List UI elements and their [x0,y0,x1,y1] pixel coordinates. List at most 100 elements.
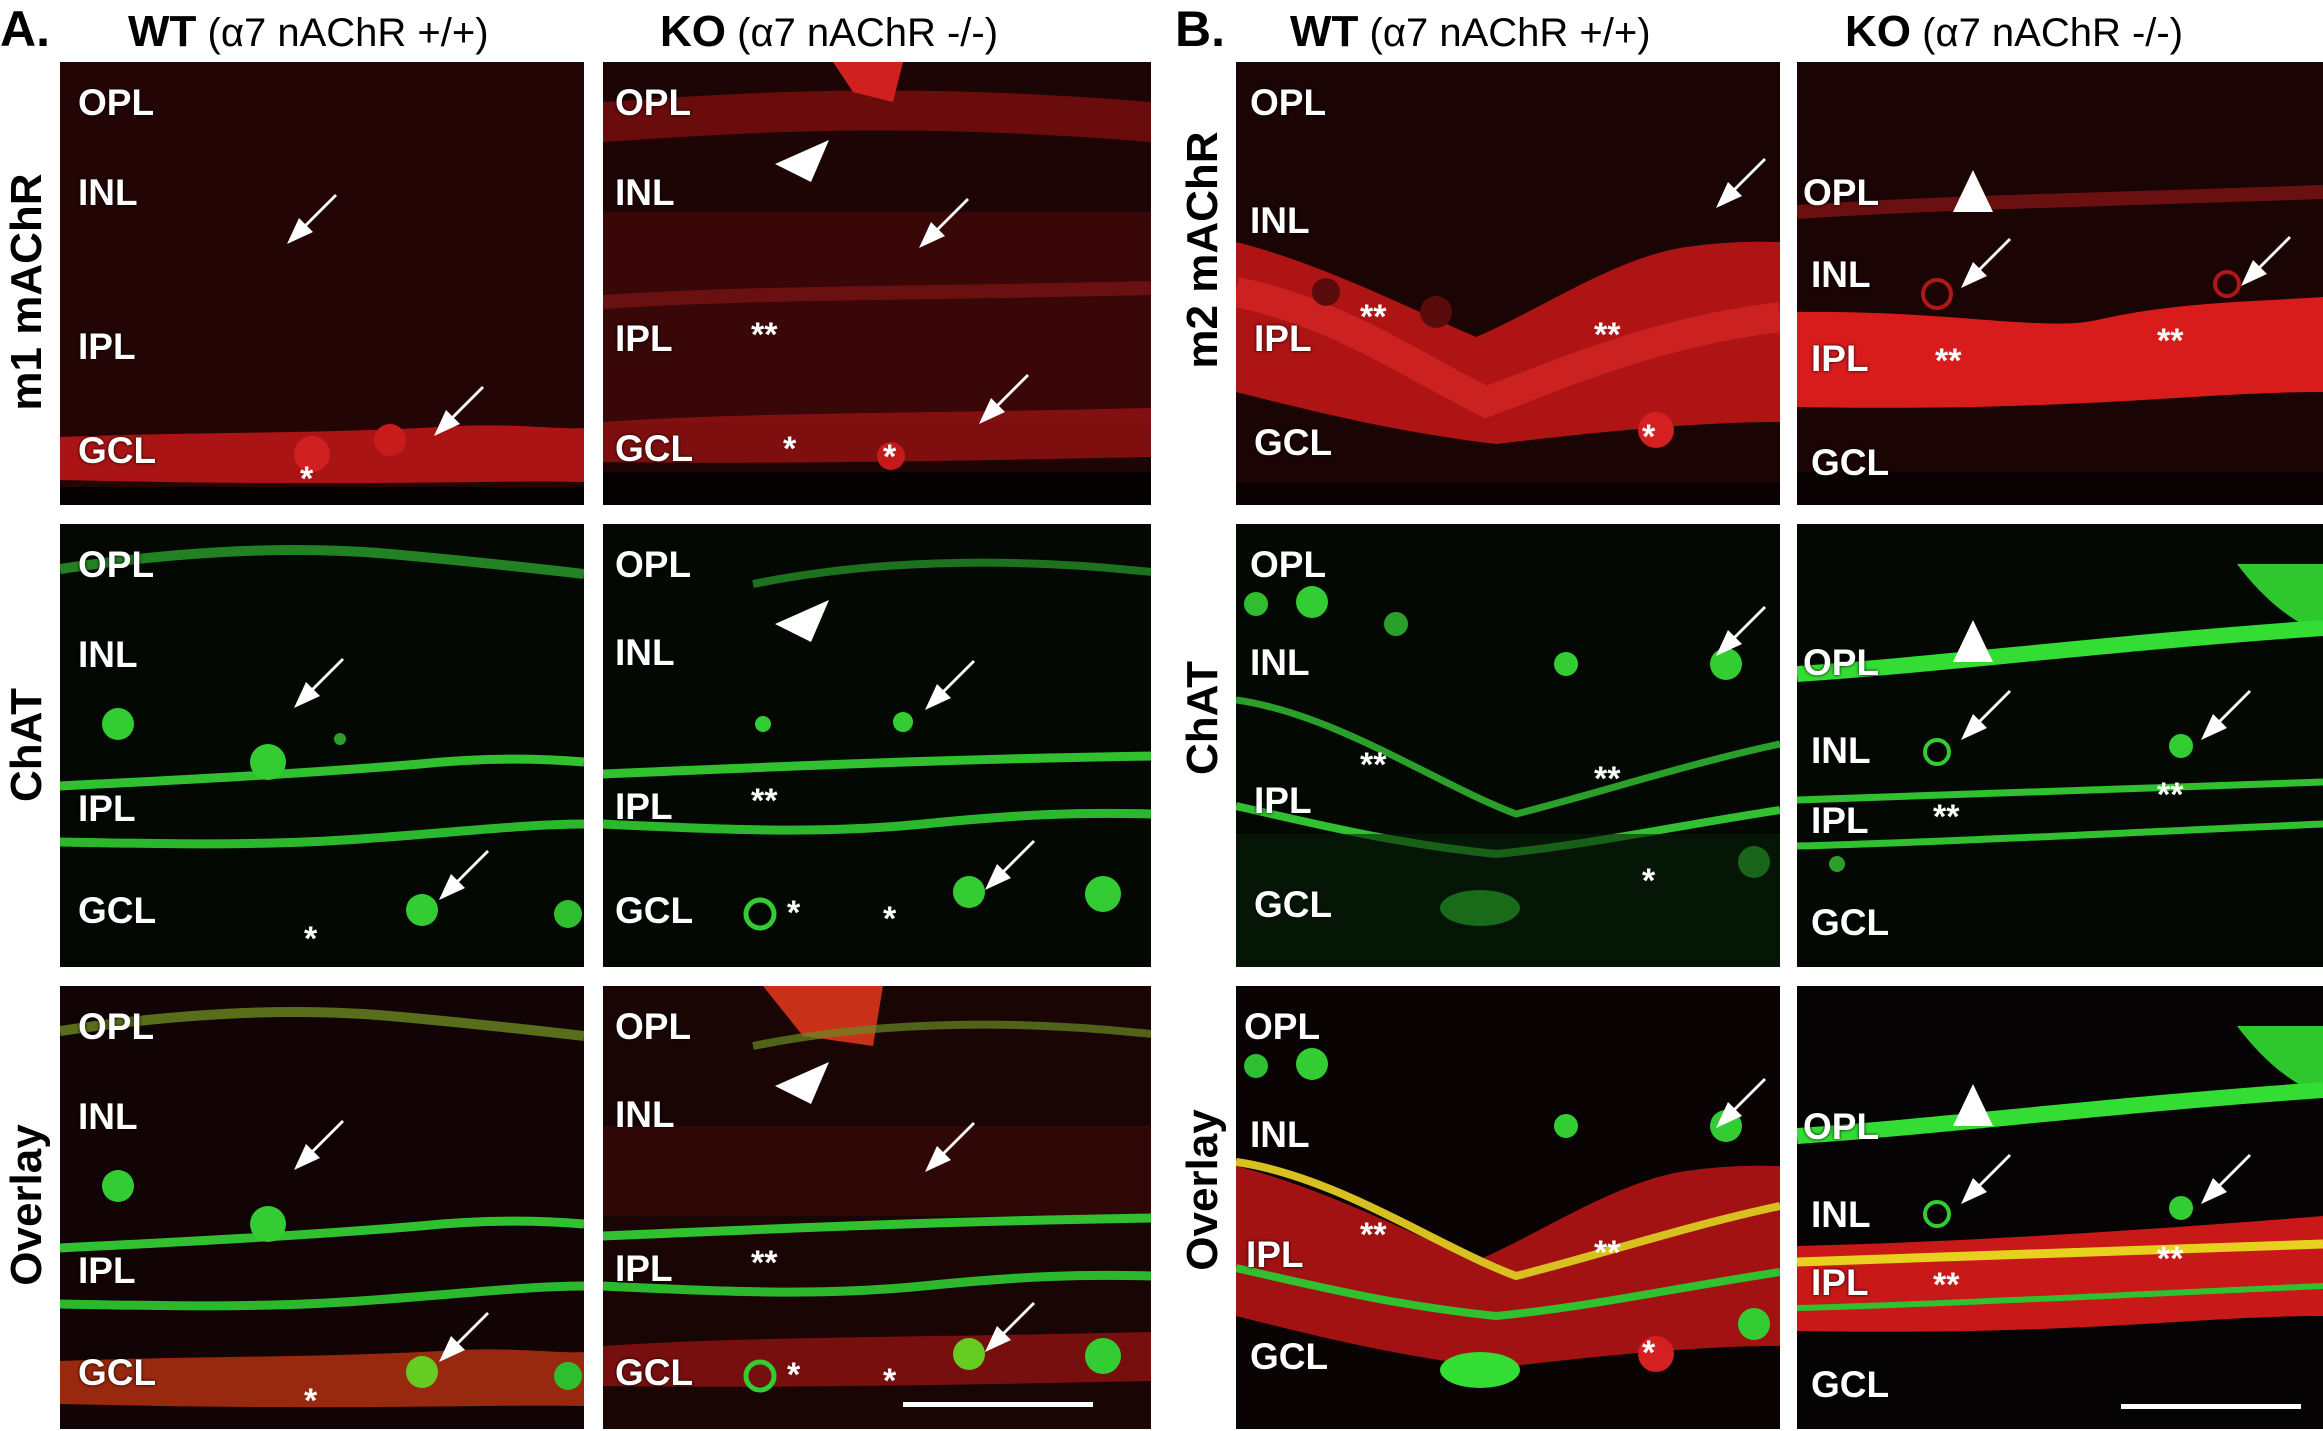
arrow-icon [439,1312,489,1362]
arrow-icon [925,1122,975,1172]
asterisk-marker: * [883,900,897,938]
layer-label-gcl: GCL [1811,442,1890,483]
layer-label-opl: OPL [1250,544,1327,585]
image-a-ko-chat: OPL INL IPL GCL ** * * [603,524,1151,967]
layer-label-opl: OPL [78,82,155,123]
row-label-a-overlay: Overlay [2,1124,51,1286]
arrowhead-icon [775,140,829,182]
layer-label-inl: INL [615,172,675,213]
genotype-label: WT [128,7,197,56]
double-asterisk-marker: ** [2157,1240,2184,1278]
arrow-icon [985,840,1035,890]
layer-label-inl: INL [78,172,138,213]
arrowhead-icon [775,1062,829,1104]
column-header-b-ko: KO (α7 nAChR -/-) [1845,10,2183,54]
layer-label-inl: INL [1250,642,1310,683]
arrow-icon [1961,1154,2011,1204]
image-a-wt-overlay: OPL INL IPL GCL * [60,986,584,1429]
layer-label-opl: OPL [78,544,155,585]
panel-letter-b: B. [1175,1,1225,57]
image-a-ko-m1: OPL INL IPL GCL ** * * [603,62,1151,505]
arrow-icon [2201,1154,2251,1204]
row-label-b-overlay: Overlay [1178,1109,1227,1271]
layer-label-opl: OPL [615,82,692,123]
double-asterisk-marker: ** [751,1244,778,1282]
double-asterisk-marker: ** [1594,760,1621,798]
image-a-wt-m1: OPL INL IPL GCL * [60,62,584,505]
layer-label-gcl: GCL [615,890,694,931]
layer-label-ipl: IPL [1811,1262,1869,1303]
layer-label-inl: INL [78,1096,138,1137]
arrow-icon [287,194,337,244]
layer-label-gcl: GCL [615,428,694,469]
image-a-wt-chat: OPL INL IPL GCL * [60,524,584,967]
layer-label-opl: OPL [1244,1006,1321,1047]
layer-label-inl: INL [615,1094,675,1135]
layer-label-ipl: IPL [615,1248,673,1289]
layer-label-inl: INL [78,634,138,675]
asterisk-marker: * [883,1362,897,1400]
arrow-icon [294,658,344,708]
layer-label-opl: OPL [615,1006,692,1047]
column-header-a-ko: KO (α7 nAChR -/-) [660,10,998,54]
scale-bar [2121,1404,2301,1409]
arrow-icon [439,850,489,900]
double-asterisk-marker: ** [751,782,778,820]
layer-label-opl: OPL [78,1006,155,1047]
column-header-b-wt: WT (α7 nAChR +/+) [1290,10,1651,54]
layer-label-gcl: GCL [615,1352,694,1393]
micrograph [603,524,1151,967]
layer-label-opl: OPL [1803,172,1880,213]
layer-label-opl: OPL [1803,1106,1880,1147]
layer-label-inl: INL [1250,200,1310,241]
layer-label-inl: INL [615,632,675,673]
row-label-a-m1: m1 mAChR [2,173,51,411]
micrograph [1797,986,2323,1429]
layer-label-opl: OPL [615,544,692,585]
arrowhead-icon [1953,1084,1993,1126]
asterisk-marker: * [783,430,797,468]
layer-label-gcl: GCL [1254,422,1333,463]
row-label-b-chat: ChAT [1178,660,1227,776]
double-asterisk-marker: ** [1935,342,1962,380]
arrow-icon [1961,238,2011,288]
image-b-ko-chat: OPL INL IPL GCL ** ** [1797,524,2323,967]
double-asterisk-marker: ** [1360,298,1387,336]
arrow-icon [434,386,484,436]
double-asterisk-marker: ** [1360,1216,1387,1254]
double-asterisk-marker: ** [1933,798,1960,836]
micrograph [1797,62,2323,505]
layer-label-ipl: IPL [1811,338,1869,379]
panel-letter-a: A. [0,1,50,57]
asterisk-marker: * [1642,418,1656,456]
asterisk-marker: * [1642,1334,1656,1372]
layer-label-gcl: GCL [1811,1364,1890,1405]
arrow-icon [1716,606,1766,656]
layer-label-ipl: IPL [615,786,673,827]
genotype-label: WT [1290,7,1359,56]
row-label-b-m2: m2 mAChR [1178,131,1227,369]
arrow-icon [979,374,1029,424]
layer-label-opl: OPL [1803,642,1880,683]
asterisk-marker: * [787,1356,801,1394]
arrow-icon [925,660,975,710]
micrograph [60,986,584,1429]
micrograph [603,986,1151,1429]
genotype-detail: (α7 nAChR +/+) [207,11,489,55]
double-asterisk-marker: ** [1360,746,1387,784]
double-asterisk-marker: ** [2157,322,2184,360]
double-asterisk-marker: ** [751,316,778,354]
asterisk-marker: * [787,894,801,932]
micrograph [1236,62,1780,505]
genotype-detail: (α7 nAChR -/-) [737,11,999,55]
asterisk-marker: * [883,438,897,476]
genotype-label: KO [660,7,726,56]
layer-label-ipl: IPL [1246,1234,1304,1275]
layer-label-ipl: IPL [1811,800,1869,841]
layer-label-gcl: GCL [78,1352,157,1393]
image-b-wt-chat: OPL INL IPL GCL ** ** * [1236,524,1780,967]
micrograph [60,524,584,967]
arrow-icon [2241,236,2291,286]
arrow-icon [294,1120,344,1170]
double-asterisk-marker: ** [2157,776,2184,814]
